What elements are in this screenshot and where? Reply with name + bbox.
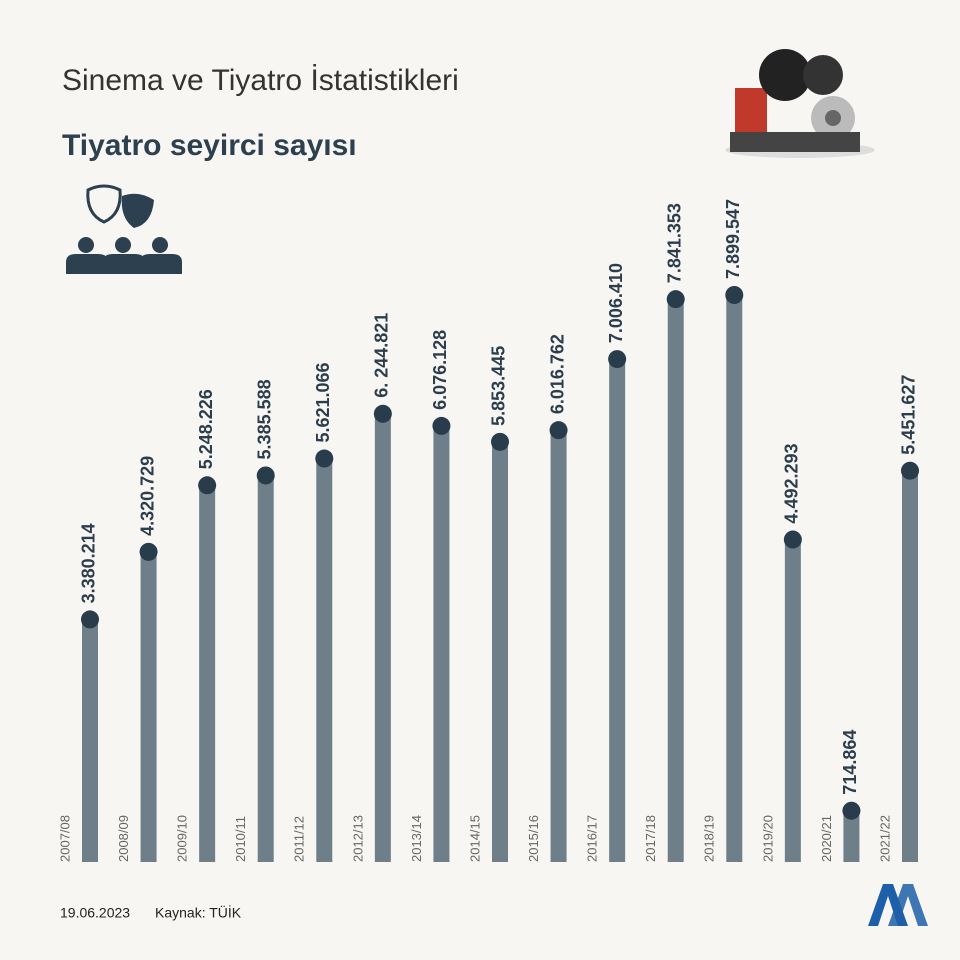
value-label: 7.841.353 bbox=[664, 203, 684, 283]
value-label: 6. 244.821 bbox=[372, 313, 392, 398]
header: Sinema ve Tiyatro İstatistikleri bbox=[62, 64, 459, 97]
x-tick-label: 2018/19 bbox=[702, 815, 717, 862]
x-tick-label: 2021/22 bbox=[877, 815, 892, 862]
value-label: 4.320.729 bbox=[137, 456, 157, 536]
x-tick-label: 2016/17 bbox=[585, 815, 600, 862]
bar bbox=[550, 430, 567, 862]
date: 19.06.2023 bbox=[60, 905, 130, 921]
bar bbox=[843, 810, 860, 862]
source: Kaynak: TÜİK bbox=[155, 904, 242, 921]
value-label: 7.899.547 bbox=[723, 199, 743, 279]
bar bbox=[902, 470, 918, 862]
x-tick-label: 2009/10 bbox=[175, 815, 190, 862]
value-label: 6.076.128 bbox=[430, 330, 450, 410]
cinema-icon bbox=[725, 49, 875, 158]
bar bbox=[784, 539, 801, 862]
bar bbox=[492, 441, 508, 862]
bar bbox=[140, 551, 157, 862]
dot bbox=[432, 416, 451, 435]
value-label: 5.248.226 bbox=[196, 389, 216, 469]
x-tick-label: 2014/15 bbox=[467, 815, 482, 862]
dot bbox=[315, 449, 334, 468]
bar bbox=[257, 475, 274, 862]
value-label: 5.451.627 bbox=[899, 375, 919, 455]
dot bbox=[666, 290, 685, 309]
x-tick-label: 2012/13 bbox=[350, 815, 365, 862]
value-label: 5.853.445 bbox=[489, 346, 509, 426]
value-label: 6.016.762 bbox=[547, 334, 567, 414]
theater-icon bbox=[66, 184, 182, 274]
x-tick-label: 2015/16 bbox=[526, 815, 541, 862]
bar bbox=[433, 425, 450, 862]
x-tick-label: 2017/18 bbox=[643, 815, 658, 862]
x-tick-label: 2008/09 bbox=[116, 815, 131, 862]
x-tick-label: 2020/21 bbox=[819, 815, 834, 862]
x-tick-label: 2007/08 bbox=[57, 815, 72, 862]
dot bbox=[256, 466, 275, 485]
dot bbox=[198, 476, 217, 495]
value-label: 714.864 bbox=[840, 730, 860, 795]
x-tick-label: 2010/11 bbox=[233, 816, 248, 862]
chart-title: Tiyatro seyirci sayısı bbox=[62, 129, 357, 162]
x-tick-label: 2013/14 bbox=[409, 815, 424, 862]
value-label: 4.492.293 bbox=[782, 443, 802, 523]
bar bbox=[199, 485, 216, 862]
dot bbox=[81, 610, 99, 629]
dot bbox=[139, 542, 158, 561]
value-label: 5.385.588 bbox=[254, 379, 274, 459]
bar bbox=[316, 458, 333, 862]
logo bbox=[868, 884, 928, 926]
bar bbox=[667, 299, 684, 862]
dot bbox=[725, 286, 744, 304]
value-label: 3.380.214 bbox=[79, 523, 99, 603]
bar bbox=[609, 359, 626, 862]
dot bbox=[373, 404, 392, 423]
bar bbox=[82, 619, 98, 862]
dot bbox=[608, 350, 627, 369]
dot bbox=[491, 432, 509, 451]
value-label: 5.621.066 bbox=[313, 362, 333, 442]
x-tick-label: 2019/20 bbox=[760, 815, 775, 862]
value-label: 7.006.410 bbox=[606, 263, 626, 343]
dot bbox=[842, 801, 861, 820]
x-tick-label: 2011/12 bbox=[292, 816, 307, 862]
dot bbox=[783, 530, 802, 549]
dot bbox=[549, 421, 568, 440]
dot bbox=[901, 461, 919, 480]
bar bbox=[726, 295, 743, 862]
bar bbox=[374, 413, 391, 862]
